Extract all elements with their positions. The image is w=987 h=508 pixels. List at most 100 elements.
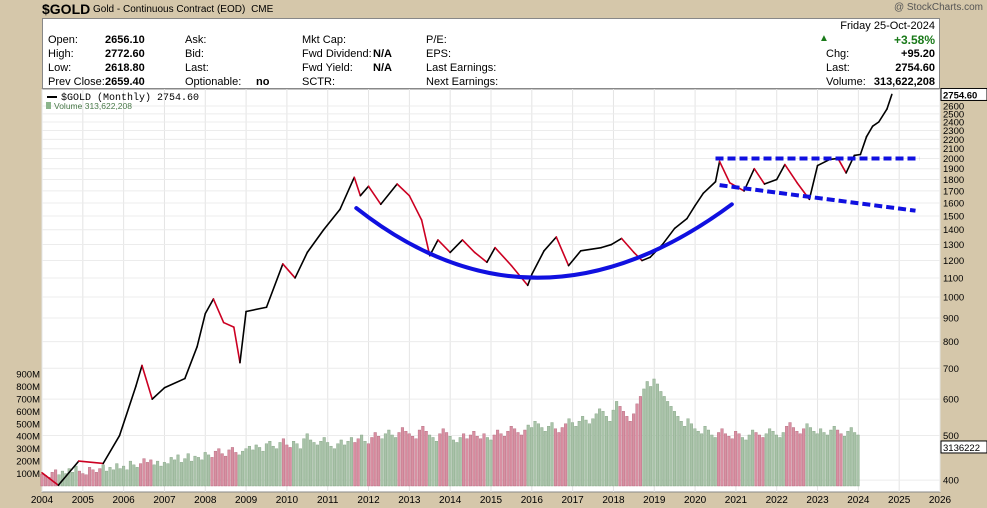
price-segment [686,204,696,220]
volume-bar [621,411,625,487]
volume-bar [220,453,224,487]
volume-tick-label: 200M [16,457,40,468]
description-text: Gold - Continuous Contract (EOD) [93,4,246,15]
volume-bar [207,454,211,487]
chg-label: Chg: [826,48,850,60]
open-label: Open: [48,34,78,46]
volume-label-box [940,440,987,454]
volume-bar [397,432,401,487]
volume-tick-label: 700M [16,394,40,405]
volume-bar [669,406,673,487]
volume-bar [186,453,190,487]
volume-bar [210,457,214,487]
grid [41,89,941,492]
low-value: 2618.80 [105,62,145,74]
volume-bar [757,434,761,487]
volume-bars [40,378,860,487]
price-segment [41,472,60,487]
volume-value: 313,622,208 [873,76,935,88]
volume-bar [594,413,598,487]
volume-bar [156,460,160,487]
volume-bar [173,459,177,487]
x-tick-label: 2009 [235,495,258,506]
volume-bar [169,457,173,487]
volume-bar [774,434,778,487]
volume-bar [193,455,197,487]
volume-bar [237,454,241,487]
price-segment [763,178,778,185]
y-tick-label: 1200 [943,256,964,267]
y-tick-label: 600 [943,395,959,406]
x-tick-label: 2024 [847,495,870,506]
volume-bar [676,416,680,487]
volume-bar [179,462,183,487]
volume-bar [224,455,228,487]
volume-bar [445,432,449,487]
volume-bar [88,467,92,487]
volume-bar [635,403,639,487]
legend-price: $GOLD (Monthly) 2754.60 [61,92,199,104]
eps-label: EPS: [426,48,452,60]
volume-bar [268,441,272,487]
price-segment [494,246,513,267]
volume-bar [234,452,238,487]
volume-bar [183,458,187,487]
low-label: Low: [48,62,72,74]
volume-bar [672,411,676,487]
volume-bar [227,449,231,487]
volume-tick-label: 400M [16,432,40,443]
volume-bar [788,422,792,487]
exchange: CME [251,4,274,15]
volume-bar [560,427,564,487]
volume-bar [509,426,513,487]
price-segment [408,194,423,221]
x-tick-label: 2006 [113,495,136,506]
price-segment [600,243,613,249]
price-segment [245,306,268,313]
volume-bar [159,465,163,487]
volume-bar [795,431,799,487]
volume-bar [570,422,574,487]
volume-label: Volume: [826,76,866,88]
volume-bar [285,444,289,487]
price-segment [379,183,398,206]
optionable-value: no [256,76,270,88]
price-segment [641,256,651,262]
volume-bar [496,429,500,487]
volume-bar [383,433,387,487]
price-segment [163,377,186,389]
volume-bar [213,450,217,487]
volume-bar [526,424,530,487]
y-tick-label: 1900 [943,164,964,175]
volume-bar [366,443,370,487]
volume-bar [298,448,302,487]
price-series [41,93,893,487]
y-tick-label: 1700 [943,186,964,197]
title-bar: $GOLD Gold - Continuous Contract (EOD) C… [0,0,987,18]
volume-bar [77,470,81,487]
volume-bar [734,431,738,487]
volume-bar [761,437,765,487]
volume-bar [727,436,731,487]
y-tick-label: 700 [943,364,959,375]
volume-bar [591,418,595,487]
volume-bar [655,383,659,487]
volume-bar [717,432,721,487]
volume-bar [819,428,823,487]
volume-bar [139,463,143,487]
volume-bar [441,428,445,487]
legend: $GOLD (Monthly) 2754.60 Volume 313,622,2… [46,92,199,111]
volume-bar [122,465,126,487]
volume-bar [292,441,296,487]
volume-bar [390,434,394,487]
price-segment [718,160,731,184]
price-segment [282,263,296,279]
x-tick-label: 2004 [31,495,54,506]
y-tick-label: 500 [943,431,959,442]
price-segment [449,239,464,254]
volume-bar [577,421,581,487]
volume-bar [288,447,292,487]
volume-bar [424,431,428,487]
volume-bar [747,434,751,487]
price-segment [141,364,154,400]
